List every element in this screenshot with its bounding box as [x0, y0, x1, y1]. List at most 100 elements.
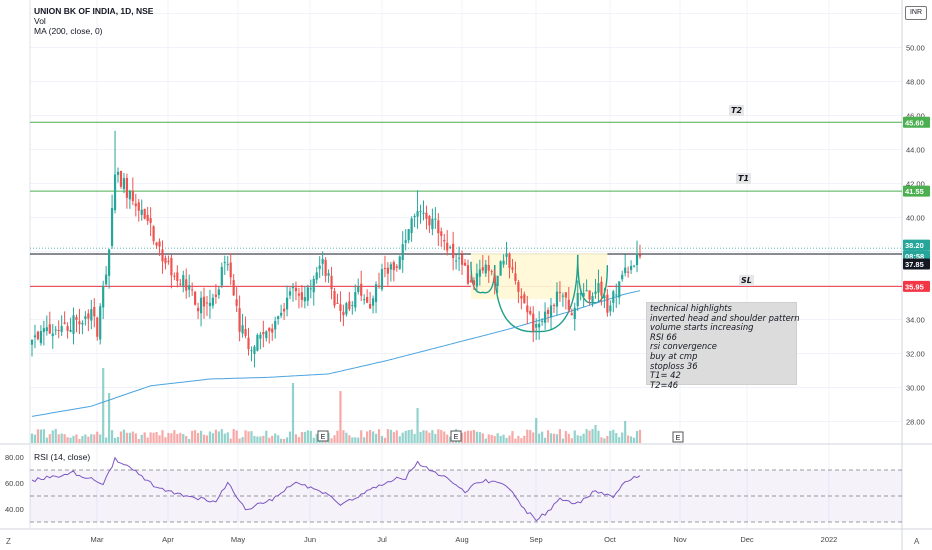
candle-body — [339, 304, 342, 311]
volume-bar — [253, 435, 256, 443]
volume-bar — [585, 429, 588, 443]
notes-callout[interactable]: technical highlights inverted head and s… — [646, 302, 800, 389]
volume-bar — [401, 432, 404, 443]
volume-bar — [75, 434, 78, 443]
candle-body — [446, 242, 449, 251]
time-tick-label: Dec — [740, 535, 754, 544]
volume-bar — [90, 434, 93, 443]
volume-bar — [591, 429, 594, 443]
candle-body — [271, 328, 274, 333]
candle-body — [152, 226, 155, 242]
volume-bar — [164, 437, 167, 443]
candle-body — [84, 316, 87, 319]
volume-bar — [419, 431, 422, 443]
volume-bar — [116, 436, 120, 443]
volume-bar — [102, 368, 105, 443]
candle-body — [567, 299, 570, 310]
candle-body — [484, 264, 487, 274]
price-tick-label: 42.00 — [906, 180, 925, 189]
volume-bar — [546, 430, 550, 443]
volume-bar — [226, 432, 229, 443]
time-axis[interactable]: Mar Apr May Jun Jul Aug Sep Oct Nov Dec 2022 — [91, 535, 838, 544]
auto-scale-toggle[interactable]: A — [914, 537, 920, 546]
candle-body — [351, 304, 354, 306]
volume-bar — [336, 430, 339, 443]
candle-body — [108, 249, 111, 276]
earnings-marker-label: E — [676, 435, 681, 442]
volume-bar — [161, 430, 164, 443]
volume-bar — [594, 425, 597, 443]
timezone-toggle[interactable]: Z — [6, 537, 11, 546]
candle-body — [496, 275, 499, 286]
volume-bar — [39, 429, 42, 443]
ma-indicator-label[interactable]: MA (200, close, 0) — [34, 26, 103, 36]
note-line: volume starts increasing — [650, 322, 754, 333]
candle-body — [253, 346, 256, 355]
candle-body — [99, 306, 102, 340]
volume-bar — [354, 437, 357, 443]
candle-body — [514, 273, 517, 281]
candle-body — [244, 329, 247, 336]
volume-bar — [434, 433, 437, 443]
rsi-line — [31, 456, 641, 522]
volume-bar — [291, 383, 295, 443]
candle-body — [395, 266, 398, 268]
price-axis[interactable]: 28.0030.0032.0034.0036.0038.0040.0042.00… — [903, 10, 930, 427]
symbol-title[interactable]: UNION BK OF INDIA, 1D, NSE — [34, 6, 154, 16]
note-line: RSI 66 — [650, 331, 677, 342]
candle-body — [39, 331, 42, 344]
t2-price-tag: 45.60 — [903, 116, 930, 128]
volume-bar — [615, 433, 618, 443]
candle-body — [431, 218, 434, 230]
candle-body — [638, 254, 642, 257]
volume-bar — [256, 436, 259, 443]
candle-body — [220, 266, 223, 286]
volume-bar — [466, 430, 470, 443]
candle-body — [191, 289, 194, 291]
volume-bar — [250, 431, 253, 443]
candle-body — [594, 291, 597, 294]
candle-body — [478, 269, 481, 277]
candle-body — [105, 274, 108, 285]
pattern-zone — [470, 253, 608, 300]
volume-bar — [532, 432, 535, 443]
candle-body — [170, 257, 173, 276]
candle-body — [167, 260, 170, 262]
volume-bar — [122, 429, 126, 443]
candle-body — [407, 229, 410, 241]
volume-bar — [630, 436, 633, 443]
sl-price-tag-text: 35.95 — [905, 282, 924, 291]
candle-body — [526, 305, 529, 313]
volume-bar — [404, 430, 407, 443]
volume-indicator-label[interactable]: Vol — [34, 16, 46, 26]
volume-bar — [502, 434, 505, 443]
time-tick-label: May — [231, 535, 245, 544]
candle-body — [615, 294, 618, 296]
candle-body — [618, 281, 621, 298]
currency-badge[interactable]: INR — [905, 6, 927, 20]
candle-body — [517, 281, 520, 292]
rsi-indicator-label[interactable]: RSI (14, close) — [34, 452, 91, 462]
volume-bar — [446, 434, 449, 443]
volume-bar — [140, 434, 143, 443]
volume-bar — [508, 435, 511, 443]
volume-bar — [125, 432, 129, 443]
rsi-panel: 80.00 60.00 40.00 — [5, 453, 902, 523]
candle-body — [81, 322, 84, 325]
horizontal-levels — [30, 121, 902, 287]
candle-body — [585, 290, 588, 292]
volume-bar — [84, 434, 87, 443]
volume-bar — [493, 435, 496, 443]
volume-bar — [543, 437, 547, 443]
candle-body — [582, 293, 585, 297]
volume-bar — [134, 433, 137, 443]
candle-body — [149, 218, 152, 223]
volume-bar — [143, 432, 146, 443]
volume-bar — [330, 438, 333, 443]
candle-body — [360, 283, 363, 296]
volume-bar — [366, 431, 369, 443]
last-price-tag-text: 38.20 — [905, 241, 924, 250]
candle-body — [330, 275, 333, 289]
candle-body — [125, 177, 129, 198]
